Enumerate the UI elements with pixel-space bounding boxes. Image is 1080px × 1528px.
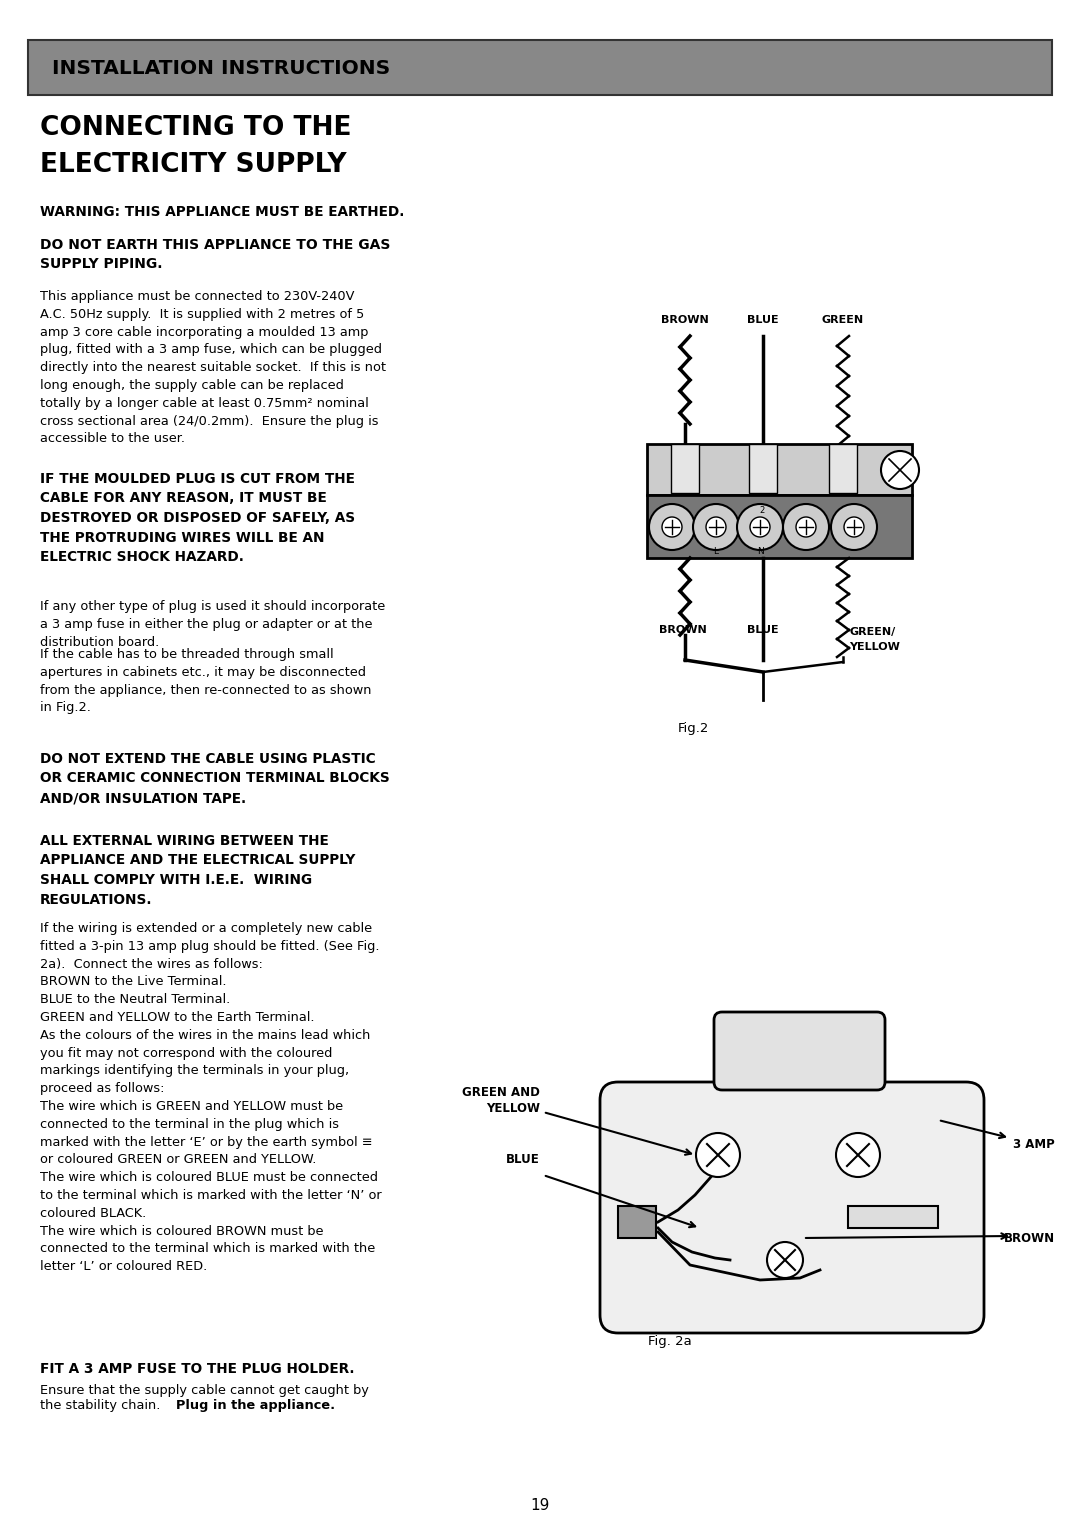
Bar bbox=[647, 445, 912, 495]
Text: Fig. 2a: Fig. 2a bbox=[648, 1335, 692, 1348]
Text: WARNING: THIS APPLIANCE MUST BE EARTHED.: WARNING: THIS APPLIANCE MUST BE EARTHED. bbox=[40, 205, 404, 219]
Text: YELLOW: YELLOW bbox=[486, 1102, 540, 1115]
Text: If the wiring is extended or a completely new cable
fitted a 3-pin 13 amp plug s: If the wiring is extended or a completel… bbox=[40, 921, 381, 1273]
Text: GREEN AND: GREEN AND bbox=[462, 1086, 540, 1099]
Circle shape bbox=[796, 516, 816, 536]
Text: N: N bbox=[757, 547, 764, 556]
Text: the stability chain.: the stability chain. bbox=[40, 1400, 168, 1412]
Text: Ensure that the supply cable cannot get caught by: Ensure that the supply cable cannot get … bbox=[40, 1384, 369, 1397]
Bar bbox=[829, 445, 858, 494]
Circle shape bbox=[693, 504, 739, 550]
Text: DO NOT EXTEND THE CABLE USING PLASTIC
OR CERAMIC CONNECTION TERMINAL BLOCKS
AND/: DO NOT EXTEND THE CABLE USING PLASTIC OR… bbox=[40, 752, 390, 805]
Bar bbox=[750, 445, 777, 494]
Text: 3 AMP: 3 AMP bbox=[1013, 1138, 1055, 1151]
Text: BLUE: BLUE bbox=[747, 625, 779, 636]
Text: ALL EXTERNAL WIRING BETWEEN THE
APPLIANCE AND THE ELECTRICAL SUPPLY
SHALL COMPLY: ALL EXTERNAL WIRING BETWEEN THE APPLIANC… bbox=[40, 834, 355, 906]
Text: GREEN/: GREEN/ bbox=[849, 626, 895, 637]
Text: BLUE: BLUE bbox=[747, 315, 779, 325]
Text: YELLOW: YELLOW bbox=[849, 642, 900, 652]
Bar bbox=[848, 1206, 939, 1229]
Text: CONNECTING TO THE: CONNECTING TO THE bbox=[40, 115, 351, 141]
Text: DO NOT EARTH THIS APPLIANCE TO THE GAS
SUPPLY PIPING.: DO NOT EARTH THIS APPLIANCE TO THE GAS S… bbox=[40, 238, 390, 272]
Text: BROWN: BROWN bbox=[1004, 1232, 1055, 1245]
Text: IF THE MOULDED PLUG IS CUT FROM THE
CABLE FOR ANY REASON, IT MUST BE
DESTROYED O: IF THE MOULDED PLUG IS CUT FROM THE CABL… bbox=[40, 472, 355, 564]
Text: If the cable has to be threaded through small
apertures in cabinets etc., it may: If the cable has to be threaded through … bbox=[40, 648, 372, 715]
Circle shape bbox=[706, 516, 726, 536]
Circle shape bbox=[750, 516, 770, 536]
Text: Fig.2: Fig.2 bbox=[678, 723, 710, 735]
Circle shape bbox=[836, 1132, 880, 1177]
Text: BROWN: BROWN bbox=[661, 315, 708, 325]
Text: This appliance must be connected to 230V-240V
A.C. 50Hz supply.  It is supplied : This appliance must be connected to 230V… bbox=[40, 290, 386, 445]
Text: GREEN: GREEN bbox=[822, 315, 864, 325]
Text: INSTALLATION INSTRUCTIONS: INSTALLATION INSTRUCTIONS bbox=[52, 58, 390, 78]
FancyBboxPatch shape bbox=[714, 1012, 885, 1089]
Text: BROWN: BROWN bbox=[659, 625, 707, 636]
Text: 2: 2 bbox=[759, 506, 765, 515]
Circle shape bbox=[737, 504, 783, 550]
Circle shape bbox=[696, 1132, 740, 1177]
Text: If any other type of plug is used it should incorporate
a 3 amp fuse in either t: If any other type of plug is used it sho… bbox=[40, 601, 386, 648]
Bar bbox=[28, 40, 1052, 95]
Text: Plug in the appliance.: Plug in the appliance. bbox=[176, 1400, 335, 1412]
Circle shape bbox=[649, 504, 696, 550]
Text: FIT A 3 AMP FUSE TO THE PLUG HOLDER.: FIT A 3 AMP FUSE TO THE PLUG HOLDER. bbox=[40, 1361, 354, 1377]
Circle shape bbox=[843, 516, 864, 536]
Bar bbox=[671, 445, 699, 494]
Circle shape bbox=[662, 516, 681, 536]
Bar bbox=[647, 495, 912, 558]
Text: 19: 19 bbox=[530, 1497, 550, 1513]
Circle shape bbox=[767, 1242, 804, 1277]
Text: ELECTRICITY SUPPLY: ELECTRICITY SUPPLY bbox=[40, 151, 347, 177]
Circle shape bbox=[831, 504, 877, 550]
Circle shape bbox=[783, 504, 829, 550]
Bar bbox=[618, 1206, 656, 1238]
Circle shape bbox=[881, 451, 919, 489]
Text: BLUE: BLUE bbox=[507, 1154, 540, 1166]
Text: L: L bbox=[714, 547, 718, 556]
FancyBboxPatch shape bbox=[600, 1082, 984, 1332]
